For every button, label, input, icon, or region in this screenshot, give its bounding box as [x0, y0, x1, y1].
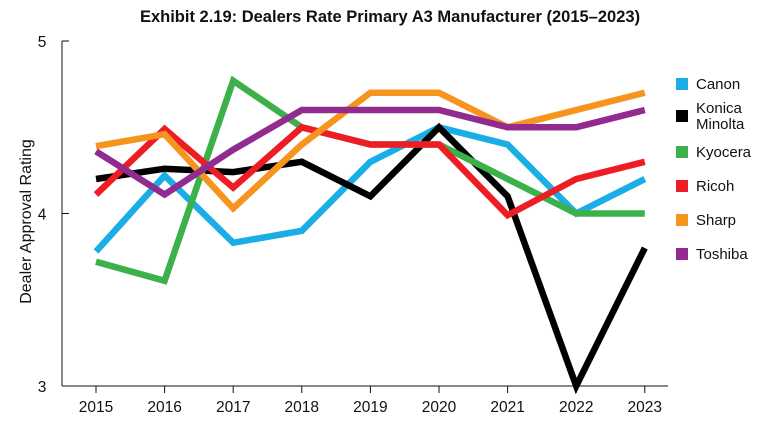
x-tick-label: 2023 [628, 399, 662, 416]
legend-label-ricoh: Ricoh [696, 178, 734, 195]
legend-label-line: Toshiba [696, 246, 748, 263]
legend-label-kyocera: Kyocera [696, 144, 752, 161]
y-axis-title: Dealer Approval Rating [18, 139, 35, 304]
x-tick-label: 2016 [147, 399, 181, 416]
legend-label-line: Sharp [696, 212, 736, 229]
legend-swatch-canon [676, 78, 688, 90]
x-tick-label: 2022 [559, 399, 593, 416]
legend-label-toshiba: Toshiba [696, 246, 748, 263]
series-line-ricoh [93, 123, 646, 220]
x-tick-label: 2019 [353, 399, 387, 416]
legend-label-line: Canon [696, 76, 740, 93]
series-line-sharp [95, 89, 646, 213]
x-tick-label: 2015 [79, 399, 113, 416]
x-tick-label: 2021 [490, 399, 524, 416]
x-tick-label: 2018 [285, 399, 319, 416]
legend-label-line: Minolta [696, 116, 745, 133]
chart-title: Exhibit 2.19: Dealers Rate Primary A3 Ma… [139, 8, 641, 26]
legend-label-line: Konica [696, 100, 743, 117]
series-line-konica-minolta [95, 122, 648, 395]
legend-label-line: Kyocera [696, 144, 752, 161]
legend-swatch-toshiba [676, 248, 688, 260]
legend-label-sharp: Sharp [696, 212, 736, 229]
y-tick-label: 5 [38, 34, 47, 51]
legend-label-konica-minolta: Konica Minolta [696, 100, 745, 133]
x-tick-label: 2020 [422, 399, 457, 416]
legend-swatch-konica-minolta [676, 110, 688, 122]
x-tick-label: 2017 [216, 399, 250, 416]
legend-swatch-kyocera [676, 146, 688, 158]
legend-swatch-sharp [676, 214, 688, 226]
y-tick-label: 3 [38, 379, 47, 396]
series-line-toshiba [94, 106, 646, 199]
y-tick-label: 4 [38, 207, 47, 224]
legend-label-line: Ricoh [696, 178, 734, 195]
legend-swatch-ricoh [676, 180, 688, 192]
legend-label-canon: Canon [696, 76, 740, 93]
